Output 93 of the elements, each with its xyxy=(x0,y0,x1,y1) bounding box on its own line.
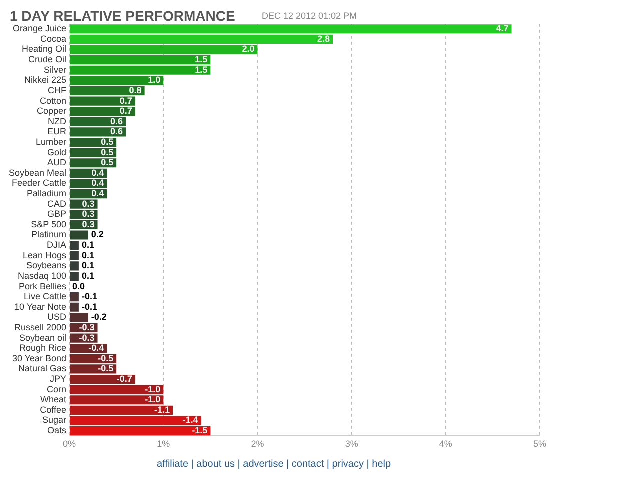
y-tick-label: Nikkei 225 xyxy=(24,75,67,86)
y-tick-label: Natural Gas xyxy=(18,364,68,374)
chart-title: 1 DAY RELATIVE PERFORMANCE xyxy=(10,8,236,24)
data-label: -0.2 xyxy=(91,312,107,322)
y-tick-label: JPY xyxy=(50,374,67,384)
data-label: 0.5 xyxy=(101,136,114,147)
data-label: 2.0 xyxy=(242,44,255,54)
data-label: 0.4 xyxy=(92,178,104,188)
data-label: 0.3 xyxy=(82,209,95,220)
x-tick-label: 0% xyxy=(63,439,76,450)
y-tick-label: DJIA xyxy=(47,240,67,250)
data-label: -0.3 xyxy=(79,322,95,332)
y-tick-label: Russell 2000 xyxy=(14,322,67,332)
y-tick-label: Cotton xyxy=(40,96,67,106)
data-label: -1.1 xyxy=(154,404,170,415)
bar xyxy=(70,374,136,384)
data-label: 0.0 xyxy=(72,281,86,292)
y-tick-label: Platinum xyxy=(32,230,67,240)
y-tick-label: Soybean Meal xyxy=(8,168,67,178)
y-tick-label: 10 Year Note xyxy=(14,302,67,312)
data-label: 0.7 xyxy=(120,106,132,116)
y-tick-label: Heating Oil xyxy=(22,44,67,54)
data-label: 1.5 xyxy=(195,54,208,65)
data-label: -0.5 xyxy=(98,353,114,364)
y-tick-label: Gold xyxy=(48,147,67,158)
data-label: 0.6 xyxy=(110,116,123,126)
data-label: 0.4 xyxy=(92,168,104,178)
chart-subtitle: DEC 12 2012 01:02 PM xyxy=(262,11,358,21)
data-label: -0.5 xyxy=(98,364,114,374)
y-tick-label: Cocoa xyxy=(40,34,67,44)
y-tick-label: Lean Hogs xyxy=(22,250,68,260)
x-tick-label: 1% xyxy=(157,439,170,450)
y-tick-label: GBP xyxy=(48,209,67,220)
data-label: 2.8 xyxy=(317,34,330,44)
y-tick-label: Corn xyxy=(47,384,67,394)
data-label: 1.0 xyxy=(148,75,161,86)
y-tick-label: Copper xyxy=(37,106,67,116)
data-label: 1.5 xyxy=(195,64,208,75)
data-label: -1.5 xyxy=(192,426,208,436)
data-label: -1.0 xyxy=(145,394,161,405)
data-label: 0.7 xyxy=(120,96,132,106)
text: affiliate | about us | advertise | contact | privacy | help xyxy=(157,459,392,470)
y-tick-label: Soybean oil xyxy=(19,332,67,343)
data-label: 0.2 xyxy=(91,230,104,240)
bar xyxy=(70,76,164,86)
data-label: 0.5 xyxy=(101,147,114,158)
data-label: -0.1 xyxy=(82,292,98,302)
data-label: 0.8 xyxy=(129,85,142,96)
bar xyxy=(70,45,258,54)
y-tick-label: Oats xyxy=(48,426,68,436)
data-label: 0.4 xyxy=(92,188,104,199)
x-tick-label: 5% xyxy=(533,439,547,450)
y-tick-label: Palladium xyxy=(27,188,67,199)
y-tick-label: S&P 500 xyxy=(31,219,67,230)
y-tick-label: Feeder Cattle xyxy=(12,178,67,188)
y-tick-label: Orange Juice xyxy=(13,24,67,34)
y-tick-label: Soybeans xyxy=(26,260,68,271)
y-tick-label: Wheat xyxy=(40,394,68,405)
data-label: 0.1 xyxy=(82,260,94,271)
y-tick-label: EUR xyxy=(48,126,68,137)
data-label: -0.1 xyxy=(82,302,98,312)
y-tick-label: Crude Oil xyxy=(28,54,67,65)
data-label: 0.3 xyxy=(82,219,95,230)
y-tick-label: CHF xyxy=(48,85,68,96)
data-label: -0.4 xyxy=(88,343,104,354)
y-tick-label: Pork Bellies xyxy=(19,281,68,292)
y-tick-label: Rough Rice xyxy=(20,343,67,354)
data-label: 0.1 xyxy=(82,240,94,250)
y-tick-label: Lumber xyxy=(36,136,67,147)
y-tick-label: Silver xyxy=(44,64,67,75)
data-label: 0.6 xyxy=(110,126,123,137)
x-tick-label: 3% xyxy=(345,439,358,450)
x-tick-label: 4% xyxy=(439,439,452,450)
data-label: -1.0 xyxy=(145,384,161,394)
y-tick-label: NZD xyxy=(48,116,68,126)
data-label: 0.5 xyxy=(101,158,114,168)
y-tick-label: Nasdaq 100 xyxy=(18,270,67,281)
y-tick-label: 30 Year Bond xyxy=(12,353,67,364)
x-tick-label: 2% xyxy=(251,439,264,450)
data-label: 4.7 xyxy=(496,24,509,34)
data-label: 0.1 xyxy=(82,270,94,281)
data-label: 0.3 xyxy=(82,198,95,209)
data-label: -1.4 xyxy=(182,415,198,426)
data-label: -0.3 xyxy=(79,332,95,343)
y-tick-label: Coffee xyxy=(40,404,67,415)
y-tick-label: CAD xyxy=(48,198,68,209)
bar xyxy=(70,406,174,415)
data-label: -0.7 xyxy=(116,374,132,384)
y-tick-label: AUD xyxy=(48,158,68,168)
y-tick-label: USD xyxy=(48,312,68,322)
data-label: 0.1 xyxy=(82,250,94,260)
y-tick-label: Sugar xyxy=(42,415,67,426)
y-tick-label: Live Cattle xyxy=(24,292,67,302)
